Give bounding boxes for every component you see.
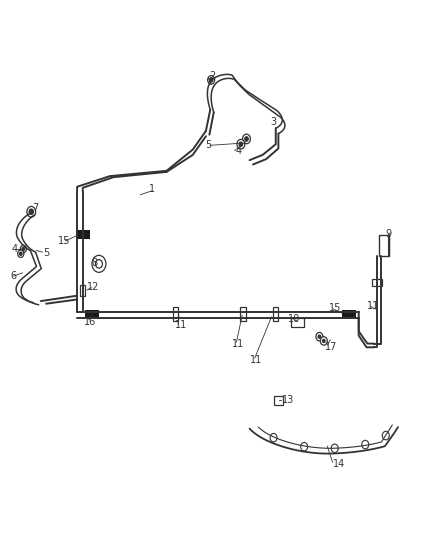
Circle shape <box>29 209 33 214</box>
Text: 14: 14 <box>333 459 346 469</box>
Circle shape <box>208 76 215 84</box>
Circle shape <box>300 442 307 451</box>
Circle shape <box>20 245 26 253</box>
Circle shape <box>209 78 213 82</box>
Text: 16: 16 <box>84 317 96 327</box>
Circle shape <box>331 444 338 453</box>
Text: 11: 11 <box>232 338 244 349</box>
Bar <box>85 310 99 319</box>
Text: 1: 1 <box>149 184 155 195</box>
Circle shape <box>322 340 325 343</box>
Circle shape <box>239 142 243 147</box>
Text: 5: 5 <box>205 140 211 150</box>
Bar <box>76 230 90 239</box>
Bar <box>240 308 246 321</box>
Text: 6: 6 <box>11 271 16 281</box>
Text: 17: 17 <box>325 342 337 352</box>
Text: 12: 12 <box>87 282 99 292</box>
Circle shape <box>27 206 35 217</box>
Bar <box>80 285 85 296</box>
Text: 10: 10 <box>288 313 300 324</box>
Bar <box>273 308 279 321</box>
Circle shape <box>237 140 245 149</box>
Circle shape <box>382 431 389 440</box>
Circle shape <box>320 337 327 345</box>
Circle shape <box>95 260 102 268</box>
Text: 11: 11 <box>174 320 187 330</box>
Text: 8: 8 <box>91 258 97 268</box>
Text: 15: 15 <box>329 303 341 313</box>
Text: 2: 2 <box>209 71 215 81</box>
Text: 5: 5 <box>43 248 50 258</box>
Bar <box>372 279 382 286</box>
Text: 4: 4 <box>12 244 18 254</box>
Bar <box>342 310 356 319</box>
Text: 15: 15 <box>57 236 70 246</box>
Text: 4: 4 <box>236 146 242 156</box>
Circle shape <box>18 250 24 257</box>
Circle shape <box>243 134 251 144</box>
Circle shape <box>316 333 323 341</box>
Text: 13: 13 <box>283 395 295 406</box>
Circle shape <box>270 433 277 442</box>
Bar <box>173 308 178 321</box>
Bar <box>275 396 283 405</box>
Text: 7: 7 <box>32 203 39 213</box>
Circle shape <box>19 252 22 255</box>
Circle shape <box>362 440 369 449</box>
Circle shape <box>92 255 106 272</box>
Circle shape <box>22 247 25 251</box>
Text: 11: 11 <box>251 354 263 365</box>
Text: 11: 11 <box>367 301 379 311</box>
Text: 3: 3 <box>271 117 277 127</box>
Circle shape <box>318 335 321 338</box>
Circle shape <box>245 137 248 141</box>
Text: 9: 9 <box>386 229 392 239</box>
Bar <box>291 318 304 327</box>
Bar <box>379 235 389 256</box>
